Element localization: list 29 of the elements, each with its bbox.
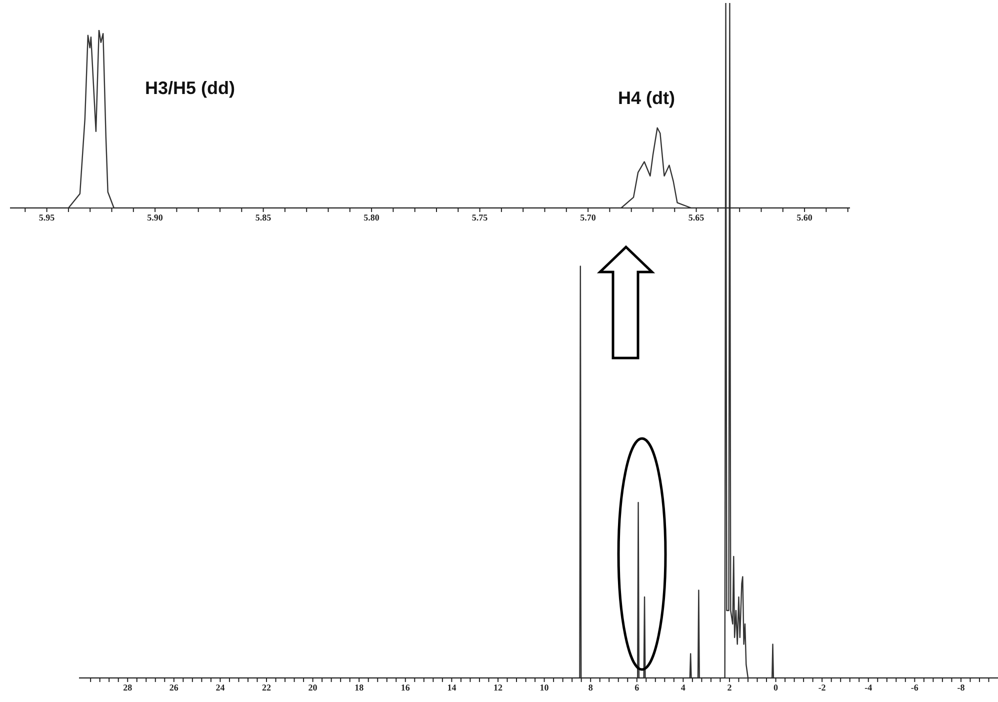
- x-tick-label: 12: [493, 682, 503, 692]
- x-tick-label: 18: [354, 682, 364, 692]
- x-tick-label: -8: [957, 682, 966, 692]
- x-tick-label: 14: [447, 682, 457, 692]
- x-tick-label: 22: [262, 682, 272, 692]
- x-tick-label: 5.70: [580, 212, 596, 222]
- x-tick-label: 5.80: [364, 212, 380, 222]
- annotation: H4 (dt): [618, 88, 675, 109]
- x-tick-label: 20: [308, 682, 318, 692]
- x-tick-label: 5.65: [688, 212, 705, 222]
- x-tick-label: -4: [864, 682, 873, 692]
- x-tick-label: 2: [727, 682, 732, 692]
- x-tick-label: 16: [400, 682, 410, 692]
- x-tick-label: 8: [588, 682, 594, 692]
- x-tick-label: 5.90: [147, 212, 164, 222]
- x-tick-label: -6: [910, 682, 919, 692]
- x-tick-label: 5.95: [38, 212, 56, 222]
- x-tick-label: 0: [774, 682, 779, 692]
- x-tick-label: 5.85: [255, 212, 272, 222]
- x-tick-label: -2: [818, 682, 826, 692]
- x-tick-label: 5.75: [472, 212, 488, 222]
- x-tick-label: 5.60: [796, 212, 813, 222]
- x-tick-label: 6: [634, 682, 640, 692]
- x-tick-label: 24: [216, 682, 226, 692]
- x-tick-label: 28: [123, 682, 133, 692]
- x-tick-label: 4: [680, 682, 686, 692]
- x-tick-label: 10: [540, 682, 550, 692]
- x-tick-label: 26: [169, 682, 179, 692]
- annotation: H3/H5 (dd): [145, 78, 235, 99]
